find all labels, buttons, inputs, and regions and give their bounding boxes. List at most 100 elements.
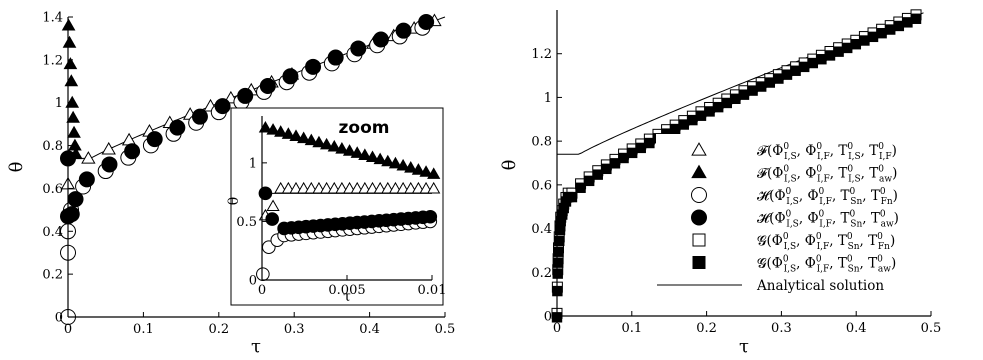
inset-triangle-filled-marker	[427, 167, 441, 179]
x-tick-label: 0.4	[359, 322, 380, 337]
x-tick-label: 0.4	[846, 321, 867, 336]
y-tick-label: 0.4	[42, 225, 63, 240]
y-tick-label: 0.5	[236, 215, 257, 230]
circle-filled-marker	[350, 40, 367, 57]
inset-circle-filled-marker	[423, 209, 438, 224]
circle-filled-marker	[191, 108, 208, 125]
square-filled-marker	[553, 246, 564, 257]
legend-triangle-open-icon	[691, 142, 707, 156]
inset-triangle-filled-marker	[304, 133, 318, 146]
right-y-label: θ	[499, 160, 520, 171]
square-filled-marker	[910, 13, 922, 24]
square-filled-marker	[850, 39, 862, 50]
legend-label: 𝓖(Φ0 I,S, Φ0 I,F, T0 Sn, T0 aw)	[757, 255, 896, 275]
y-tick-label: 0	[55, 311, 63, 326]
square-filled-marker	[695, 110, 707, 121]
inset-circle-filled-marker	[258, 186, 273, 201]
triangle-filled-marker	[65, 95, 80, 108]
inset-triangle-filled-marker	[297, 131, 311, 144]
circle-filled-marker	[78, 171, 95, 188]
y-tick-label: 1	[55, 96, 63, 111]
square-filled-marker	[554, 235, 565, 247]
circle-filled-marker	[372, 31, 389, 48]
square-filled-marker	[635, 142, 646, 154]
x-tick-label: 0.5	[921, 321, 942, 336]
left-y-label: θ	[6, 162, 27, 173]
x-tick-label: 0.3	[284, 322, 305, 337]
circle-filled-marker	[214, 98, 231, 115]
inset-triangle-filled-marker	[388, 156, 403, 169]
left-panel: 0 0.1 0.2 0.3 0.4 0.5 0 0.2 0.4 0.6 0.8 1 1.2 1.4 τ θ…	[6, 11, 455, 358]
inset-triangle-filled-marker	[411, 163, 426, 175]
circle-filled-marker	[237, 87, 254, 104]
left-x-label: τ	[251, 336, 261, 357]
circle-filled-marker	[395, 22, 412, 39]
circle-filled-marker	[124, 143, 141, 160]
inset-circle-filled-marker	[265, 212, 280, 226]
square-filled-marker	[773, 73, 784, 84]
triangle-filled-marker	[61, 18, 76, 31]
square-filled-marker	[885, 24, 896, 35]
triangle-filled-marker	[66, 110, 80, 123]
square-filled-marker	[575, 182, 586, 193]
inset-data-marks	[256, 120, 441, 281]
x-tick-label: 0.3	[771, 321, 792, 336]
legend-label: Analytical solution	[756, 278, 884, 294]
legend-label: 𝓕(Φ0 I,S, Φ0 I,F, T0 I,S, T0 aw)	[757, 165, 897, 185]
triangle-filled-marker	[68, 138, 82, 151]
zoom-inset: 0 0.005 0.01 0 0.5 1 τ θ zoom	[226, 107, 446, 306]
square-filled-marker	[552, 257, 564, 268]
circle-filled-marker	[327, 49, 344, 66]
x-tick-label: 0.01	[418, 283, 447, 298]
square-filled-marker	[669, 123, 681, 135]
legend-circle-open-icon	[691, 187, 707, 203]
inset-triangle-filled-marker	[396, 158, 410, 171]
inset-triangle-filled-marker	[365, 150, 380, 163]
legend-label: 𝓕(Φ0 I,S, Φ0 I,F, T0 I,S, T0 I,F)	[757, 142, 897, 162]
inset-ticks: 0 0.005 0.01 0 0.5 1	[236, 156, 446, 298]
square-filled-marker	[704, 106, 715, 117]
left-ticks: 0 0.1 0.2 0.3 0.4 0.5 0 0.2 0.4 0.6 0.8 1 1.2 1.4	[42, 11, 455, 338]
inset-triangle-filled-marker	[381, 154, 395, 167]
square-filled-marker	[552, 268, 563, 279]
circle-filled-marker	[63, 206, 80, 223]
square-filled-marker	[833, 46, 844, 57]
square-filled-marker	[876, 27, 887, 39]
square-filled-marker	[626, 147, 638, 159]
circle-filled-marker	[169, 119, 186, 136]
square-filled-marker	[824, 50, 836, 61]
square-filled-marker	[721, 97, 732, 109]
y-tick-label: 0.2	[531, 266, 552, 281]
y-tick-label: 0	[249, 274, 257, 289]
circle-filled-marker	[101, 156, 118, 173]
circle-filled-marker	[305, 58, 322, 75]
inset-triangle-filled-marker	[404, 161, 418, 173]
legend-label: 𝓗(Φ0 I,S, Φ0 I,F, T0 Sn, T0 Fn)	[757, 187, 898, 207]
square-filled-marker	[601, 163, 612, 175]
square-filled-marker	[781, 69, 793, 80]
x-tick-label: 0.5	[435, 322, 456, 337]
inset-circle-open-marker	[256, 267, 270, 281]
square-filled-marker	[738, 89, 750, 100]
square-filled-marker	[756, 81, 767, 92]
y-tick-label: 0.6	[42, 182, 63, 197]
legend-label: 𝓖(Φ0 I,S, Φ0 I,F, T0 Sn, T0 Fn)	[757, 232, 895, 252]
circle-filled-marker	[146, 131, 163, 148]
square-filled-marker	[618, 152, 629, 164]
inset-triangle-filled-marker	[266, 123, 280, 135]
legend-square-open-icon	[692, 233, 706, 247]
x-tick-label: 0	[553, 321, 561, 336]
square-filled-marker	[790, 65, 801, 76]
inset-triangle-filled-marker	[289, 129, 303, 141]
square-filled-marker	[842, 42, 853, 54]
inset-triangle-filled-marker	[419, 165, 433, 177]
right-x-label: τ	[739, 336, 749, 357]
legend-circle-filled-icon	[691, 209, 707, 226]
right-ticks: 0 0.1 0.2 0.3 0.4 0.5 0 0.2 0.4 0.6 0.8 1 1.2	[531, 47, 941, 336]
y-tick-label: 1	[544, 91, 552, 106]
legend-triangle-filled-icon	[691, 164, 707, 179]
square-filled-marker	[730, 93, 741, 104]
x-tick-label: 0	[64, 322, 72, 337]
inset-triangle-open-marker	[427, 181, 441, 194]
circle-filled-marker	[418, 14, 435, 31]
